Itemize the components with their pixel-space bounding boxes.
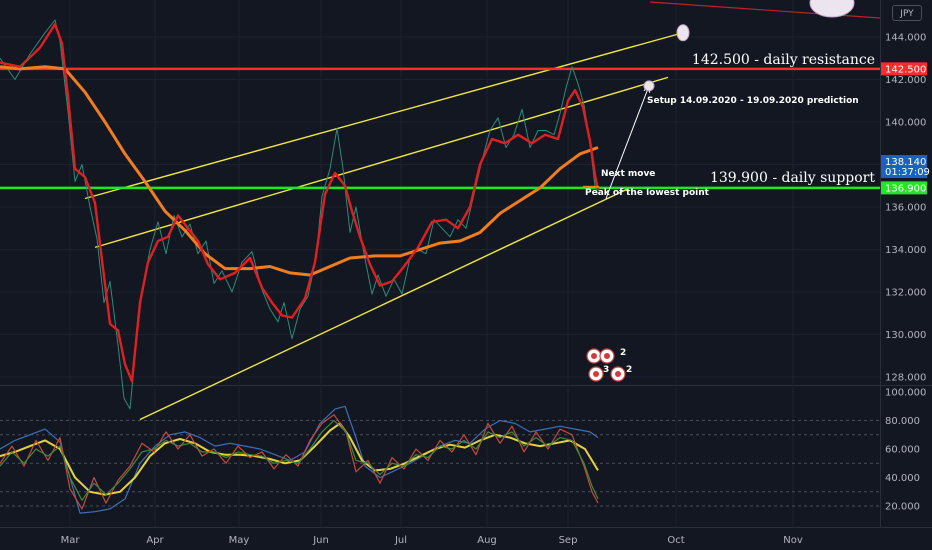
price-tick-label: 128.000 bbox=[885, 373, 926, 384]
jp-event-flag-center bbox=[604, 353, 610, 359]
target-marker bbox=[809, 0, 855, 18]
price-tag-label: 138.140 bbox=[885, 157, 926, 168]
target-marker bbox=[676, 24, 690, 42]
currency-badge[interactable]: JPY bbox=[892, 5, 922, 21]
oscillator-tick-label: 20.000 bbox=[885, 502, 920, 513]
price-tag-label: 136.900 bbox=[885, 183, 926, 194]
oscillator-series-2 bbox=[0, 422, 599, 496]
time-tick-label: May bbox=[229, 535, 250, 546]
price-tag-bg bbox=[881, 62, 927, 76]
support-label: 139.900 - daily support bbox=[710, 170, 875, 186]
oscillator-tick-label: 40.000 bbox=[885, 473, 920, 484]
oscillator-tick-label: 60.000 bbox=[885, 445, 920, 456]
resistance-label: 142.500 - daily resistance bbox=[692, 52, 875, 68]
price-series-1 bbox=[0, 23, 600, 383]
price-tick-label: 142.000 bbox=[885, 75, 926, 86]
event-count-label: 2 bbox=[626, 365, 632, 375]
time-tick-label: Nov bbox=[783, 535, 803, 546]
price-panel-bg bbox=[0, 0, 880, 385]
price-tick-label: 132.000 bbox=[885, 288, 926, 299]
annotation-layer: 142.500 - daily resistance 139.900 - dail… bbox=[583, 0, 875, 382]
oscillator-series-4 bbox=[0, 419, 599, 501]
price-tag-bg bbox=[881, 165, 927, 179]
trendline-2 bbox=[94, 76, 669, 249]
trendline-3 bbox=[139, 187, 631, 421]
price-tick-label: 134.000 bbox=[885, 245, 926, 256]
price-tick-label: 140.000 bbox=[885, 118, 926, 129]
price-series-layer bbox=[0, 19, 600, 410]
prediction-arrow-line bbox=[605, 85, 650, 199]
price-series-2 bbox=[0, 65, 599, 277]
event-count-label: 3 bbox=[603, 365, 609, 375]
event-count-label: 2 bbox=[620, 348, 626, 358]
price-tag-label: 142.500 bbox=[885, 64, 926, 75]
uk-event-flag-center bbox=[591, 353, 597, 359]
jp-event-flag-center bbox=[593, 371, 599, 377]
oscillator-tick-label: 100.000 bbox=[885, 388, 926, 399]
grid bbox=[0, 0, 932, 528]
time-tick-label: Sep bbox=[559, 535, 578, 546]
oscillator-layer bbox=[0, 405, 880, 514]
jp-event-flag-center bbox=[615, 371, 621, 377]
target-marker bbox=[643, 80, 655, 92]
price-tick-label: 144.000 bbox=[885, 33, 926, 44]
price-tick-label: 136.000 bbox=[885, 203, 926, 214]
peak-label: Peak of the lowest point bbox=[585, 188, 710, 198]
price-tag-bg bbox=[881, 155, 927, 169]
setup-label: Setup 14.09.2020 - 19.09.2020 prediction bbox=[647, 96, 859, 106]
oscillator-tick-label: 80.000 bbox=[885, 416, 920, 427]
next-move-label: Next move bbox=[601, 169, 655, 179]
price-tick-label: 130.000 bbox=[885, 330, 926, 341]
time-tick-label: Apr bbox=[146, 535, 164, 546]
price-tag-label: 01:37:09 bbox=[885, 167, 930, 178]
price-tag-bg bbox=[881, 181, 927, 195]
trendline-1 bbox=[84, 32, 684, 200]
time-tick-label: Oct bbox=[667, 535, 684, 546]
trendline-layer bbox=[0, 1, 881, 421]
time-tick-label: Jun bbox=[312, 535, 329, 546]
time-tick-label: Jul bbox=[394, 535, 407, 546]
time-tick-label: Aug bbox=[477, 535, 497, 546]
time-tick-label: Mar bbox=[61, 535, 81, 546]
oscillator-panel-bg bbox=[0, 386, 880, 526]
axis-layer: 144.000142.000140.000138.000136.000134.0… bbox=[61, 33, 930, 547]
